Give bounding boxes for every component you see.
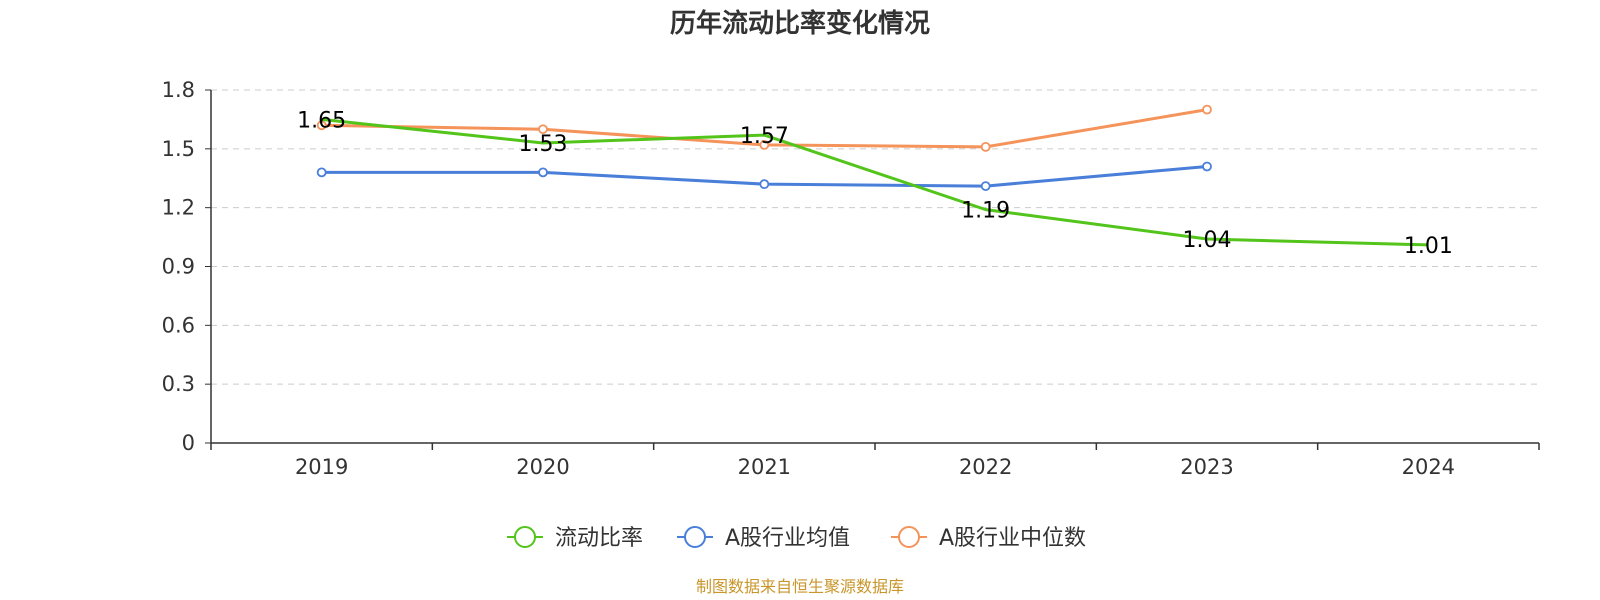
series-line [321,117,1429,247]
legend-label: A股行业均值 [725,526,850,551]
data-point[interactable] [538,124,548,135]
legend-item-0[interactable]: 流动比率 [507,526,643,551]
data-point[interactable] [759,179,770,190]
data-point[interactable] [316,167,327,178]
y-tick-label: 0.6 [162,313,195,337]
series-0 [321,117,1429,247]
data-point[interactable] [1202,104,1212,115]
data-point[interactable] [538,167,548,178]
data-label: 1.19 [961,199,1010,224]
source-note: 制图数据来自恒生聚源数据库 [696,577,904,596]
x-tick-label: 2020 [516,455,569,479]
y-tick-label: 0 [182,431,195,455]
data-point[interactable] [980,181,991,191]
x-tick-label: 2019 [295,455,348,479]
legend[interactable]: 流动比率 A股行业均值 A股行业中位数 [507,526,1086,551]
data-point[interactable] [316,120,327,131]
x-tick-label: 2024 [1402,455,1455,479]
axes: 0 0.3 0.6 0.9 1.2 1.5 1.8 2019 2020 2021 2022 2023 2… [162,78,1540,479]
chart-title: 历年流动比率变化情况 [670,8,930,39]
series-1 [316,161,1212,191]
y-tick-label: 1.2 [162,196,195,220]
x-tick-label: 2022 [959,455,1012,479]
data-label: 1.65 [297,108,346,133]
legend-item-2[interactable]: A股行业中位数 [891,526,1086,551]
data-label: 1.53 [519,132,568,157]
data-label: 1.04 [1183,228,1232,253]
legend-marker [514,526,536,548]
y-tick-label: 0.3 [162,372,195,396]
data-label: 1.01 [1404,234,1453,259]
legend-item-1[interactable]: A股行业均值 [677,526,850,551]
series-2 [316,104,1212,152]
data-label: 1.57 [740,124,789,149]
y-tick-label: 0.9 [162,255,195,279]
legend-marker [684,526,706,548]
data-point[interactable] [759,140,770,150]
legend-label: 流动比率 [555,526,643,551]
data-point[interactable] [980,141,991,152]
data-labels: 1.65 1.53 1.57 1.19 1.04 1.01 [297,108,1453,259]
x-tick-label: 2021 [738,455,791,479]
grid [211,89,1539,385]
y-tick-label: 1.8 [162,78,195,102]
legend-marker [898,526,920,548]
y-tick-label: 1.5 [162,137,195,161]
x-tick-label: 2023 [1180,455,1233,479]
series-layer [316,104,1429,247]
legend-label: A股行业中位数 [939,526,1086,551]
data-point[interactable] [1202,161,1212,172]
